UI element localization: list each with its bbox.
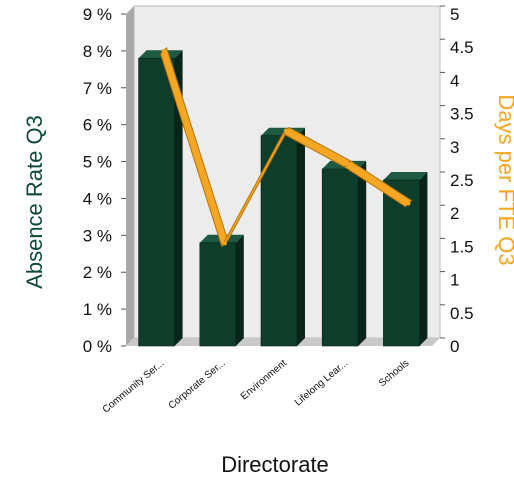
bar-front	[199, 242, 237, 347]
line-point	[161, 48, 166, 53]
bar-side	[297, 127, 305, 346]
line-point	[406, 201, 411, 206]
right-tick-label: 2.5	[450, 171, 474, 190]
left-tick-label: 9 %	[83, 5, 112, 24]
right-axis-title: Days per FTE Q3	[494, 94, 514, 265]
x-axis-ticks: Community Ser... Corporate Ser... Environm…	[101, 358, 412, 416]
left-tick-label: 6 %	[83, 116, 112, 135]
left-tick-label: 0 %	[83, 337, 112, 356]
right-tick-label: 3.5	[450, 105, 474, 124]
bar-series	[138, 50, 428, 347]
right-tick-label: 5	[450, 5, 459, 24]
bar-front	[321, 168, 359, 347]
x-tick-label: Corporate Ser...	[167, 358, 228, 412]
line-series	[160, 46, 413, 248]
right-tick-label: 4	[450, 71, 459, 90]
line-point	[345, 161, 350, 166]
bar	[260, 127, 305, 347]
bar	[138, 50, 183, 347]
right-tick-label: 4.5	[450, 38, 474, 57]
right-tick-label: 2	[450, 204, 459, 223]
right-tick-label: 0	[450, 337, 459, 356]
bar-side	[174, 50, 183, 347]
right-tick-label: 1	[450, 271, 459, 290]
left-axis-title: Absence Rate Q3	[22, 115, 47, 289]
left-tick-label: 4 %	[83, 189, 112, 208]
line-point	[222, 241, 227, 246]
bar	[321, 160, 367, 347]
bar	[383, 172, 428, 347]
bar-side	[358, 160, 367, 346]
left-tick-label: 2 %	[83, 263, 112, 282]
bar-side	[419, 172, 428, 346]
x-tick-label: Community Ser...	[101, 358, 167, 416]
x-tick-label: Lifelong Lear...	[293, 358, 350, 409]
bar-front	[138, 57, 175, 347]
x-tick-label: Schools	[377, 358, 411, 389]
right-axis-ticks: 0 0.5 1 1.5 2 2.5 3 3.5 4 4.5 5	[440, 5, 474, 356]
left-tick-label: 1 %	[83, 300, 112, 319]
right-tick-label: 0.5	[450, 304, 474, 323]
bar-top	[383, 172, 428, 180]
bar-front	[383, 179, 420, 347]
x-axis-title: Directorate	[221, 452, 329, 477]
plot-side-wall	[126, 6, 134, 346]
left-tick-label: 5 %	[83, 153, 112, 172]
left-axis-ticks: 0 % 1 % 2 % 3 % 4 % 5 % 6 % 7 % 8 % 9 %	[83, 5, 126, 356]
x-tick-label: Environment	[239, 358, 289, 403]
line-point	[284, 128, 288, 133]
left-tick-label: 3 %	[83, 226, 112, 245]
bar-side	[235, 234, 244, 346]
left-tick-label: 7 %	[83, 79, 112, 98]
right-tick-label: 3	[450, 138, 459, 157]
left-tick-label: 8 %	[83, 42, 112, 61]
bar	[199, 234, 244, 347]
bar-front	[260, 135, 298, 347]
right-tick-label: 1.5	[450, 237, 474, 256]
